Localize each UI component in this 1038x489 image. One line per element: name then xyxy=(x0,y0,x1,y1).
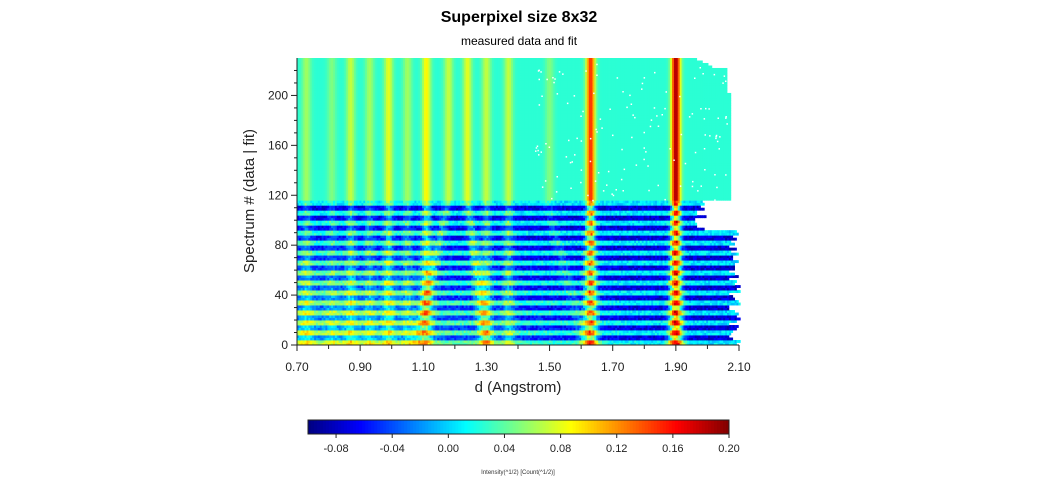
heatmap-cell xyxy=(727,323,729,326)
heatmap-cell xyxy=(735,315,737,318)
heatmap-cell xyxy=(727,335,729,338)
chart-title: Superpixel size 8x32 xyxy=(441,9,598,26)
heatmap-cell xyxy=(727,308,729,311)
heatmap-cell xyxy=(731,295,733,298)
heatmap-cell xyxy=(736,300,738,303)
heatmap-cell xyxy=(738,340,740,343)
heatmap-cell xyxy=(733,298,735,301)
heatmap-cell xyxy=(738,318,740,321)
chart-subtitle: measured data and fit xyxy=(461,34,578,48)
heatmap-cell xyxy=(729,333,731,336)
heatmap-cell xyxy=(731,338,733,341)
heatmap-cell xyxy=(731,330,733,333)
heatmap-cell xyxy=(733,310,735,313)
heatmap-cell xyxy=(738,303,740,306)
heatmap-cell xyxy=(736,313,738,316)
heatmap-cell xyxy=(735,320,737,323)
heatmap-cell xyxy=(727,293,729,296)
heatmap-cell xyxy=(727,305,729,308)
heatmap-cell xyxy=(735,328,737,331)
plot-area xyxy=(297,58,741,345)
heatmap-cells xyxy=(297,58,741,345)
heatmap-cell xyxy=(736,325,738,328)
